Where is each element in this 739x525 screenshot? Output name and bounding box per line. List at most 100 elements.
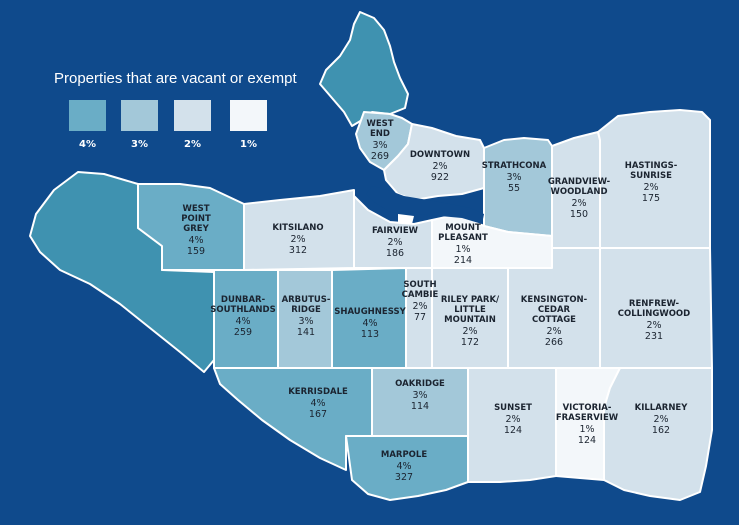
hood-name-line: HASTINGS-	[625, 161, 678, 171]
hood-percent: 2%	[387, 237, 402, 248]
hood-count: 124	[578, 435, 596, 446]
hood-name-line: KITSILANO	[272, 223, 323, 233]
hood-percent: 2%	[646, 320, 661, 331]
hood-name-line: LITTLE	[454, 305, 486, 315]
hood-count: 269	[371, 151, 389, 162]
hood-count: 55	[508, 183, 520, 194]
legend-label-2pct: 2%	[184, 139, 201, 150]
hood-name-line: CAMBIE	[402, 290, 439, 300]
hood-name-line: SUNRISE	[630, 171, 672, 181]
legend-swatch-2pct	[174, 100, 211, 131]
hood-count: 114	[411, 401, 429, 412]
hood-percent: 4%	[310, 398, 325, 409]
hood-percent: 2%	[571, 198, 586, 209]
area-killarney	[603, 367, 713, 501]
hood-percent: 3%	[506, 172, 521, 183]
hood-percent: 2%	[290, 234, 305, 245]
hood-name-line: SOUTH	[403, 280, 436, 290]
false-creek-water	[366, 186, 484, 224]
hood-count: 162	[652, 425, 670, 436]
granville-island	[398, 214, 414, 224]
hood-name-line: GREY	[183, 224, 209, 234]
hood-count: 266	[545, 337, 563, 348]
hood-name-line: FRASERVIEW	[556, 413, 619, 423]
hood-name-line: WEST	[182, 204, 209, 214]
legend-swatch-3pct	[121, 100, 158, 131]
hood-name-line: VICTORIA-	[563, 403, 612, 413]
hood-count: 167	[309, 409, 327, 420]
hood-count: 214	[454, 255, 472, 266]
hood-percent: 1%	[579, 424, 594, 435]
hood-name-line: COLLINGWOOD	[618, 309, 690, 319]
hood-name-line: WEST	[366, 119, 393, 129]
hood-percent: 3%	[372, 140, 387, 151]
hood-count: 124	[504, 425, 522, 436]
hood-percent: 4%	[188, 235, 203, 246]
hood-percent: 3%	[298, 316, 313, 327]
hood-name-line: SHAUGHNESSY	[334, 307, 406, 317]
hood-name-line: KERRISDALE	[288, 387, 348, 397]
hood-percent: 3%	[412, 390, 427, 401]
hood-name-line: OAKRIDGE	[395, 379, 445, 389]
hood-name-line: GRANDVIEW-	[548, 177, 611, 187]
hood-count: 186	[386, 248, 404, 259]
hood-count: 327	[395, 472, 413, 483]
hood-name-line: MOUNT	[445, 223, 481, 233]
hood-percent: 1%	[455, 244, 470, 255]
hood-name-line: PLEASANT	[438, 233, 488, 243]
hood-count: 77	[414, 312, 426, 323]
hood-name-line: KENSINGTON-	[521, 295, 588, 305]
hood-percent: 2%	[653, 414, 668, 425]
legend-label-1pct: 1%	[240, 139, 257, 150]
area-fairview	[353, 195, 433, 269]
hood-name-line: POINT	[181, 214, 211, 224]
hood-count: 312	[289, 245, 307, 256]
legend-label-4pct: 4%	[79, 139, 96, 150]
hood-name-line: RENFREW-	[629, 299, 680, 309]
hood-name-line: RIDGE	[291, 305, 321, 315]
hood-count: 150	[570, 209, 588, 220]
hood-percent: 2%	[412, 301, 427, 312]
hood-count: 159	[187, 246, 205, 257]
hood-count: 175	[642, 193, 660, 204]
hood-count: 231	[645, 331, 663, 342]
legend-swatch-1pct	[230, 100, 267, 131]
hood-name-line: FAIRVIEW	[372, 226, 419, 236]
hood-name-line: SOUTHLANDS	[210, 305, 275, 315]
hood-name-line: CEDAR	[538, 305, 571, 315]
hood-name-line: KILLARNEY	[635, 403, 689, 413]
legend-label-3pct: 3%	[131, 139, 148, 150]
stanley-park	[319, 11, 409, 127]
hood-name-line: ARBUTUS-	[282, 295, 331, 305]
hood-name-line: SUNSET	[494, 403, 532, 413]
hood-name-line: COTTAGE	[532, 315, 576, 325]
hood-count: 259	[234, 327, 252, 338]
legend-swatch-4pct	[69, 100, 106, 131]
hood-name-line: END	[370, 129, 390, 139]
hood-count: 113	[361, 329, 379, 340]
area-downtown	[383, 123, 485, 201]
hood-name-line: DOWNTOWN	[410, 150, 470, 160]
hood-percent: 2%	[643, 182, 658, 193]
hood-count: 922	[431, 172, 449, 183]
